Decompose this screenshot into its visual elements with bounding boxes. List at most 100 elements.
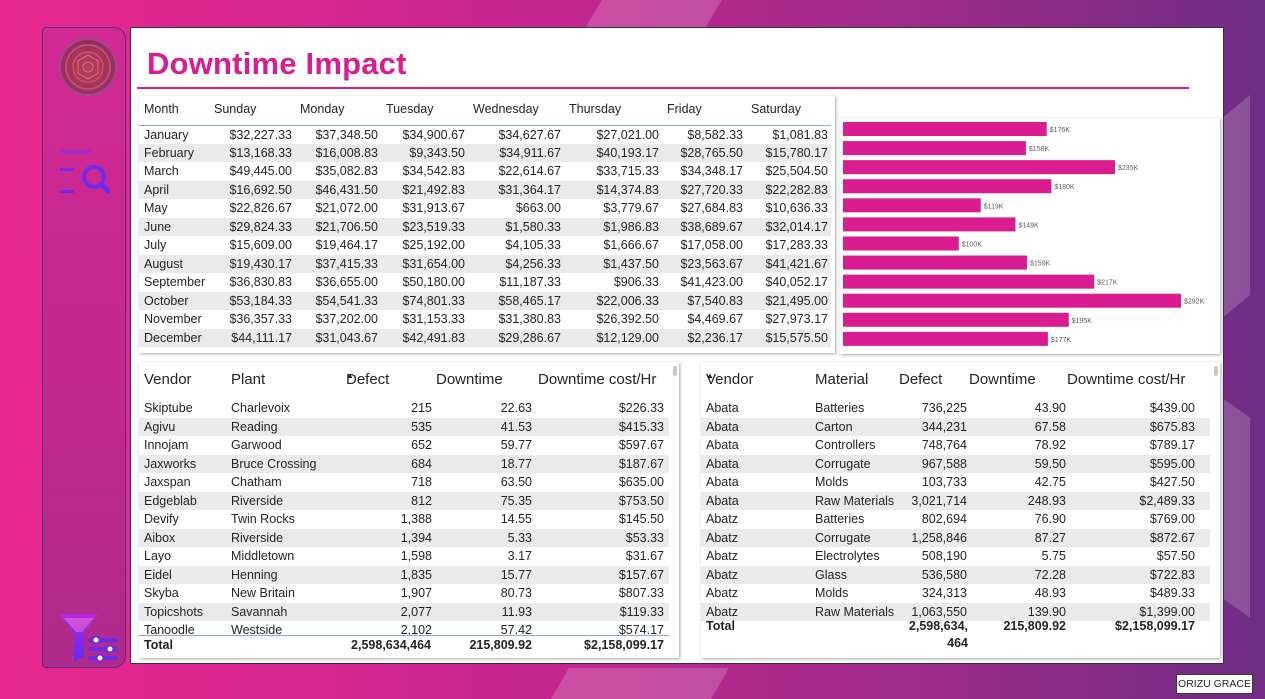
matrix-cell: $2,236.17 [662, 328, 746, 347]
table-row[interactable]: Abatz Electrolytes 508,190 5.75 $57.50 [701, 547, 1210, 566]
cost-cell: $597.67 [618, 438, 664, 452]
bar-march[interactable] [843, 160, 1116, 175]
matrix-header-monday[interactable]: Monday [295, 96, 381, 126]
matrix-row[interactable]: April $16,692.50 $46,431.50 $21,492.83 $31,3… [139, 180, 831, 199]
vendor-cell: Abata [706, 493, 739, 508]
matrix-cell: $16,008.83 [295, 143, 381, 162]
matrix-row[interactable]: June $29,824.33 $21,706.50 $23,519.33 $1,580… [139, 217, 831, 236]
matrix-row[interactable]: October $53,184.33 $54,541.33 $74,801.33 $58… [139, 291, 831, 310]
table-row[interactable]: Abata Batteries 736,225 43.90 $439.00 [701, 399, 1210, 418]
search-icon[interactable] [56, 147, 114, 199]
bar-data-label: $235K [1118, 165, 1139, 172]
category-cell: Henning [231, 567, 278, 582]
vendor-cell: Aibox [144, 530, 176, 545]
bar-october[interactable] [843, 293, 1181, 308]
header-defect[interactable]: Defect [346, 371, 390, 388]
vendor-plant-table[interactable]: Vendor Plant Defect Downtime Downtime co… [139, 362, 679, 658]
matrix-row[interactable]: July $15,609.00 $19,464.17 $25,192.00 $4,105… [139, 236, 831, 255]
matrix-cell: $1,437.50 [564, 254, 662, 273]
downtime-cell: 248.93 [1027, 493, 1066, 508]
scrollbar[interactable] [1214, 366, 1218, 376]
table-row[interactable]: Jaxworks Bruce Crossing 684 18.77 $187.67 [139, 454, 669, 473]
total-label: Total [144, 638, 173, 652]
vendor-cell: Layo [144, 549, 172, 563]
matrix-header-thursday[interactable]: Thursday [564, 96, 662, 126]
category-cell: Westside [231, 623, 283, 637]
matrix-row[interactable]: May $22,826.67 $21,072.00 $31,913.67 $663.00… [139, 199, 831, 218]
bar-april[interactable] [843, 179, 1052, 194]
header-plant[interactable]: Plant [231, 371, 266, 388]
matrix-cell: $36,830.83 [229, 275, 292, 290]
matrix-row[interactable]: March $49,445.00 $35,082.83 $34,542.83 $22,6… [139, 162, 831, 181]
downtime-cell: 63.50 [500, 475, 532, 489]
cost-cell: $145.50 [618, 512, 664, 526]
matrix-header-sunday[interactable]: Sunday [209, 96, 295, 126]
bar-july[interactable] [843, 236, 959, 251]
bar-december[interactable] [843, 331, 1048, 346]
defect-cell: 1,388 [400, 512, 432, 526]
header-downtime-cost[interactable]: Downtime cost/Hr [1067, 371, 1186, 388]
sort-ascending-icon[interactable]: ▲ [706, 371, 714, 380]
table-row[interactable]: Edgeblab Riverside 812 75.35 $753.50 [139, 491, 669, 510]
table-row[interactable]: Abata Carton 344,231 67.58 $675.83 [701, 417, 1210, 436]
matrix-row[interactable]: November $36,357.33 $37,202.00 $31,153.33 $3… [139, 310, 831, 329]
matrix-header-wednesday[interactable]: Wednesday [468, 96, 564, 126]
table-row[interactable]: Tanoodle Westside 2,102 57.42 $574.17 [139, 621, 669, 640]
table-row[interactable]: Innojam Garwood 652 59.77 $597.67 [139, 436, 669, 455]
table-row[interactable]: Layo Middletown 1,598 3.17 $31.67 [139, 547, 669, 566]
matrix-row[interactable]: January $32,227.33 $37,348.50 $34,900.67 $34… [139, 125, 831, 144]
matrix-header-saturday[interactable]: Saturday [746, 96, 831, 126]
bar-september[interactable] [843, 274, 1095, 289]
header-material[interactable]: Material [815, 371, 869, 388]
table-row[interactable]: Topicshots Savannah 2,077 11.93 $119.33 [139, 602, 669, 621]
bar-june[interactable] [843, 217, 1016, 232]
table-row[interactable]: Abatz Raw Materials 1,063,550 139.90 $1,399.… [701, 602, 1210, 621]
bar-january[interactable] [843, 122, 1047, 136]
table-row[interactable]: Jaxspan Chatham 718 63.50 $635.00 [139, 473, 669, 492]
vendor-material-table[interactable]: Vendor Material Defect Downtime Downtime… [701, 362, 1220, 658]
table-row[interactable]: Abata Controllers 748,764 78.92 $789.17 [701, 436, 1210, 455]
bar-august[interactable] [843, 255, 1028, 270]
header-downtime[interactable]: Downtime [436, 371, 503, 388]
filter-icon[interactable] [56, 610, 122, 666]
table-row[interactable]: Eidel Henning 1,835 15.77 $157.67 [139, 565, 669, 584]
matrix-header-tuesday[interactable]: Tuesday [381, 96, 468, 126]
table-row[interactable]: Abatz Glass 536,580 72.28 $722.83 [701, 565, 1210, 584]
bar-november[interactable] [843, 312, 1069, 327]
month-weekday-matrix[interactable]: Month Sunday Monday Tuesday Wednesday Th… [139, 96, 835, 353]
header-downtime-cost[interactable]: Downtime cost/Hr [538, 371, 657, 388]
bar-february[interactable] [843, 141, 1026, 156]
table-row[interactable]: Aibox Riverside 1,394 5.33 $53.33 [139, 528, 669, 547]
matrix-row[interactable]: August $19,430.17 $37,415.33 $31,654.00 $4,2… [139, 254, 831, 273]
bar-data-label: $158K [1029, 146, 1050, 153]
matrix-row[interactable]: February $13,168.33 $16,008.83 $9,343.50 $34… [139, 143, 831, 162]
vendor-cell: Abata [706, 438, 739, 452]
table-row[interactable]: Abatz Batteries 802,694 76.90 $769.00 [701, 510, 1210, 529]
matrix-cell: $16,692.50 [209, 180, 295, 199]
matrix-header-month[interactable]: Month [139, 96, 209, 126]
table-row[interactable]: Abatz Corrugate 1,258,846 87.27 $872.67 [701, 528, 1210, 547]
total-cost: $2,158,099.17 [584, 638, 664, 652]
header-vendor[interactable]: Vendor [706, 371, 754, 388]
table-row[interactable]: Abata Corrugate 967,588 59.50 $595.00 [701, 454, 1210, 473]
matrix-row[interactable]: December $44,111.17 $31,043.67 $42,491.83 $2… [139, 328, 831, 347]
table-row[interactable]: Abatz Molds 324,313 48.93 $489.33 [701, 584, 1210, 603]
monthly-downtime-bar-chart[interactable]: $176K $158K $235K $180K $119K $149K $100K $159K… [840, 118, 1220, 354]
table-row[interactable]: Agivu Reading 535 41.53 $415.33 [139, 417, 669, 436]
matrix-row[interactable]: September $36,830.83 $36,655.00 $50,180.00 $… [139, 273, 831, 292]
scrollbar[interactable] [673, 366, 677, 376]
bar-may[interactable] [843, 198, 981, 213]
table-row[interactable]: Abata Raw Materials 3,021,714 248.93 $2,489.… [701, 491, 1210, 510]
downtime-cell: 11.93 [501, 604, 532, 619]
table-row[interactable]: Skyba New Britain 1,907 80.73 $807.33 [139, 584, 669, 603]
table-row[interactable]: Skiptube Charlevoix 215 22.63 $226.33 [139, 399, 669, 418]
table-row[interactable]: Abata Molds 103,733 42.75 $427.50 [701, 473, 1210, 492]
sort-ascending-icon[interactable]: ▲ [346, 371, 354, 380]
header-defect[interactable]: Defect [899, 371, 943, 388]
category-cell: Twin Rocks [231, 512, 295, 526]
matrix-header-friday[interactable]: Friday [662, 96, 746, 126]
downtime-cell: 59.77 [500, 438, 532, 452]
header-vendor[interactable]: Vendor [144, 371, 192, 388]
table-row[interactable]: Devify Twin Rocks 1,388 14.55 $145.50 [139, 510, 669, 529]
header-downtime[interactable]: Downtime [969, 371, 1036, 388]
